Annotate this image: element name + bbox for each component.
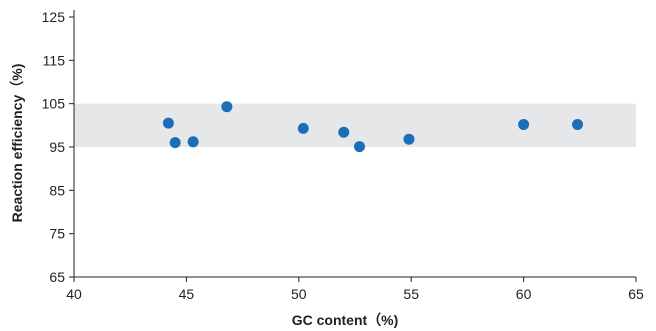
- x-tick-label: 40: [66, 286, 82, 302]
- y-tick-label: 75: [49, 226, 65, 242]
- data-point: [403, 133, 415, 145]
- data-point: [518, 118, 530, 130]
- x-tick-label: 60: [516, 286, 532, 302]
- x-tick-label: 50: [291, 286, 307, 302]
- data-points: [162, 101, 584, 153]
- data-point: [297, 122, 309, 134]
- x-tick-label: 55: [403, 286, 419, 302]
- x-axis-ticks: 40 45 50 55 60 65: [66, 277, 644, 302]
- acceptable-range-band: [74, 103, 636, 147]
- y-tick-label: 125: [42, 9, 66, 25]
- data-point: [353, 141, 365, 153]
- data-point: [338, 126, 350, 138]
- data-point: [221, 101, 233, 113]
- y-axis-ticks: 65 75 85 95 105 115 125: [42, 9, 74, 285]
- x-axis-title: GC content（%): [292, 312, 399, 328]
- y-tick-label: 115: [43, 52, 66, 68]
- x-tick-label: 45: [179, 286, 195, 302]
- y-tick-label: 105: [42, 96, 66, 112]
- data-point: [169, 137, 181, 149]
- data-point: [162, 117, 174, 129]
- data-point: [187, 136, 199, 148]
- data-point: [572, 118, 584, 130]
- y-tick-label: 95: [49, 139, 65, 155]
- y-axis-title: Reaction efficiency（%): [9, 64, 25, 223]
- x-tick-label: 65: [628, 286, 644, 302]
- y-tick-label: 85: [49, 182, 65, 198]
- y-tick-label: 65: [49, 269, 65, 285]
